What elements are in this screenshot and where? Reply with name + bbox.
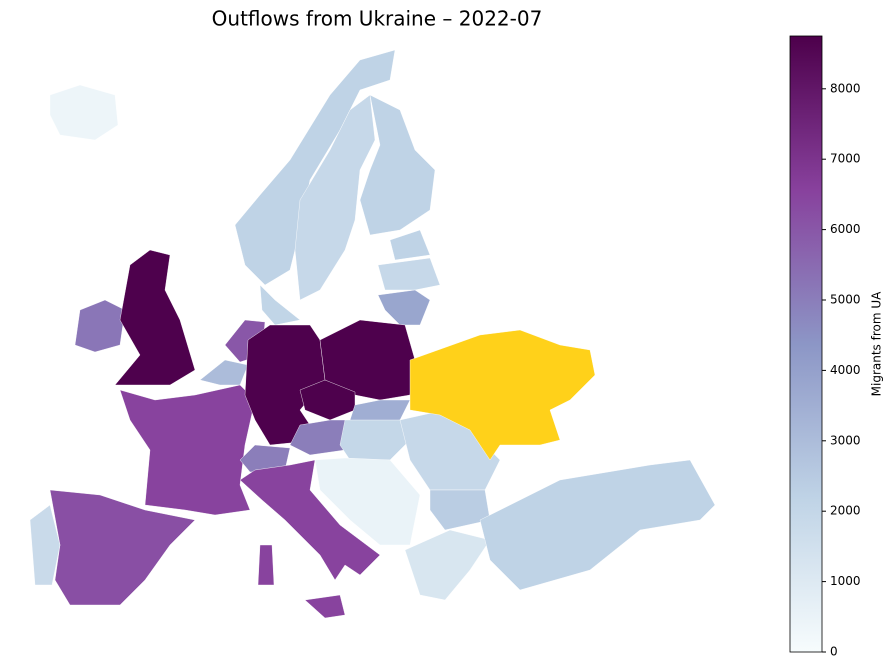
- region: [257, 544, 275, 586]
- region: [74, 299, 126, 353]
- region: [314, 457, 421, 546]
- region: [359, 94, 436, 236]
- highlighted-region: [409, 329, 596, 461]
- map: [29, 49, 716, 619]
- region: [429, 489, 491, 531]
- colorbar-tick-label: 4000: [830, 363, 861, 377]
- region: [304, 594, 346, 619]
- colorbar-tick-label: 2000: [830, 504, 861, 518]
- region: [114, 249, 196, 386]
- colorbar-tick-label: 0: [830, 645, 838, 659]
- region: [119, 384, 256, 516]
- region: [259, 284, 301, 326]
- region: [49, 84, 119, 141]
- region: [479, 459, 716, 591]
- region: [239, 444, 291, 473]
- chart-title: Outflows from Ukraine – 2022-07: [212, 7, 543, 31]
- colorbar-scale: [789, 35, 823, 653]
- region: [234, 49, 396, 286]
- colorbar-label: Migrants from UA: [870, 291, 884, 396]
- colorbar-tick-label: 3000: [830, 433, 861, 447]
- region: [339, 419, 411, 461]
- colorbar-tick-label: 1000: [830, 574, 861, 588]
- region: [404, 529, 491, 601]
- region: [294, 94, 376, 301]
- region: [239, 459, 381, 581]
- region: [377, 257, 441, 291]
- colorbar: 0 1000 2000 3000 4000 5000 6000 7000 8000: [789, 35, 861, 659]
- colorbar-tick-label: 6000: [830, 222, 861, 236]
- colorbar-tick-label: 8000: [830, 81, 861, 95]
- colorbar-tick-label: 7000: [830, 152, 861, 166]
- region: [389, 229, 431, 261]
- region: [49, 489, 196, 606]
- colorbar-tick-label: 5000: [830, 293, 861, 307]
- region: [244, 324, 326, 446]
- region: [29, 504, 61, 586]
- region: [377, 289, 431, 326]
- region: [199, 359, 249, 386]
